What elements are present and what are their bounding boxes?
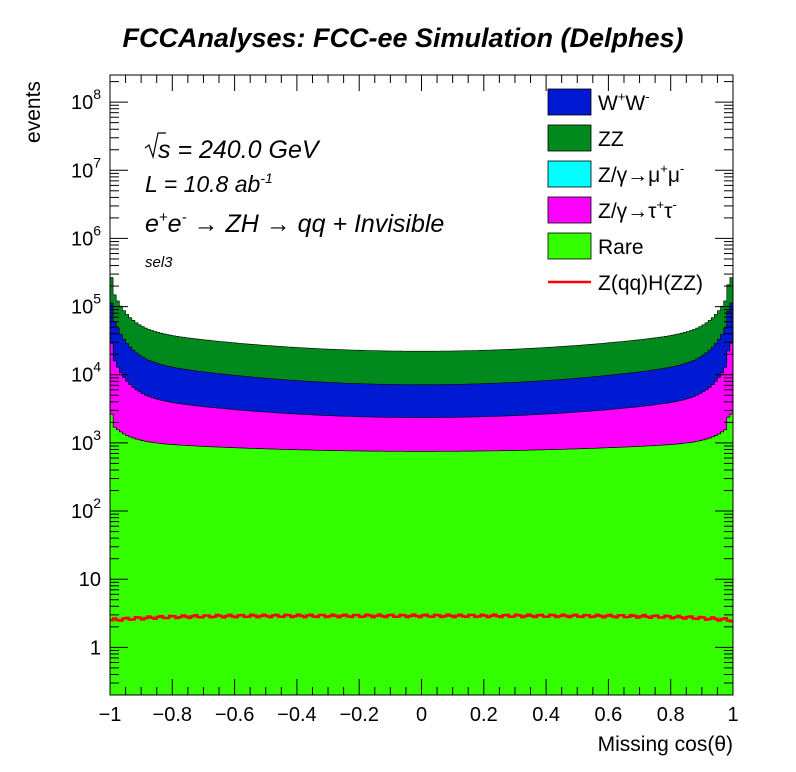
x-tick-label: 0.6 bbox=[594, 704, 622, 726]
y-tick-label: 1 bbox=[90, 637, 101, 659]
annotation-block: s = 240.0 GeV L = 10.8 ab-1 e+e- → ZH → … bbox=[144, 132, 444, 271]
y-tick-label: 102 bbox=[71, 495, 101, 523]
legend-label: ZZ bbox=[598, 128, 624, 151]
x-tick-label: −0.8 bbox=[153, 704, 192, 726]
y-tick-label: 108 bbox=[71, 86, 101, 114]
y-axis: 1 10 102 103 104 105 106 107 108 bbox=[71, 81, 733, 696]
y-tick-label: 106 bbox=[71, 222, 101, 250]
sqrt-sign-icon bbox=[144, 132, 166, 160]
y-tick-label: 105 bbox=[71, 291, 101, 319]
x-axis-label: Missing cos(θ) bbox=[598, 733, 733, 756]
annotation-energy: s = 240.0 GeV bbox=[158, 136, 321, 164]
x-tick-label: 1 bbox=[727, 704, 738, 726]
legend-swatch bbox=[547, 232, 592, 260]
x-axis: −1 −0.8 −0.6 −0.4 −0.2 0 0.2 0.4 0.6 0.8 1 bbox=[99, 75, 739, 726]
legend-swatch bbox=[547, 160, 592, 188]
x-tick-label: 0.2 bbox=[470, 704, 498, 726]
annotation-lumi: L = 10.8 ab-1 bbox=[145, 170, 273, 197]
x-tick-label: 0.8 bbox=[657, 704, 685, 726]
legend-item: Z/γ→μ+μ- bbox=[547, 160, 684, 188]
legend-label: Rare bbox=[598, 236, 644, 259]
stacked-histograms bbox=[109, 277, 734, 696]
x-tick-label: −0.4 bbox=[277, 704, 316, 726]
chart-title: FCCAnalyses: FCC-ee Simulation (Delphes) bbox=[122, 23, 683, 53]
x-tick-label: −0.2 bbox=[339, 704, 378, 726]
x-tick-label: 0.4 bbox=[532, 704, 560, 726]
annotation-process: e+e- → ZH → qq + Invisible bbox=[145, 209, 444, 238]
legend-swatch bbox=[547, 196, 592, 224]
histogram-rare bbox=[109, 413, 734, 696]
signal-histogram bbox=[110, 613, 733, 623]
legend-item: Z(qq)H(ZZ) bbox=[548, 272, 703, 295]
x-tick-label: −1 bbox=[99, 704, 122, 726]
y-tick-label: 10 bbox=[79, 569, 101, 591]
legend-item: ZZ bbox=[547, 124, 624, 152]
legend-swatch bbox=[547, 124, 592, 152]
y-tick-label: 107 bbox=[71, 154, 101, 182]
legend-label: Z(qq)H(ZZ) bbox=[598, 272, 703, 295]
x-tick-label: 0 bbox=[416, 704, 427, 726]
legend-label: Z/γ→τ+τ- bbox=[598, 197, 677, 223]
x-tick-label: −0.6 bbox=[215, 704, 254, 726]
y-axis-label: events bbox=[22, 81, 45, 143]
signal-line bbox=[110, 613, 733, 623]
legend-swatch bbox=[547, 88, 592, 116]
legend-label: Z/γ→μ+μ- bbox=[598, 161, 684, 187]
legend-item: W+W- bbox=[547, 88, 650, 116]
y-tick-label: 103 bbox=[71, 427, 101, 455]
legend-label: W+W- bbox=[598, 89, 650, 115]
annotation-selection: sel3 bbox=[145, 254, 173, 271]
legend-item: Rare bbox=[547, 232, 644, 260]
legend: W+W- ZZ Z/γ→μ+μ- Z/γ→τ+τ- Rare Z(qq)H(ZZ) bbox=[547, 88, 703, 295]
legend-item: Z/γ→τ+τ- bbox=[547, 196, 677, 224]
y-tick-label: 104 bbox=[71, 359, 101, 387]
